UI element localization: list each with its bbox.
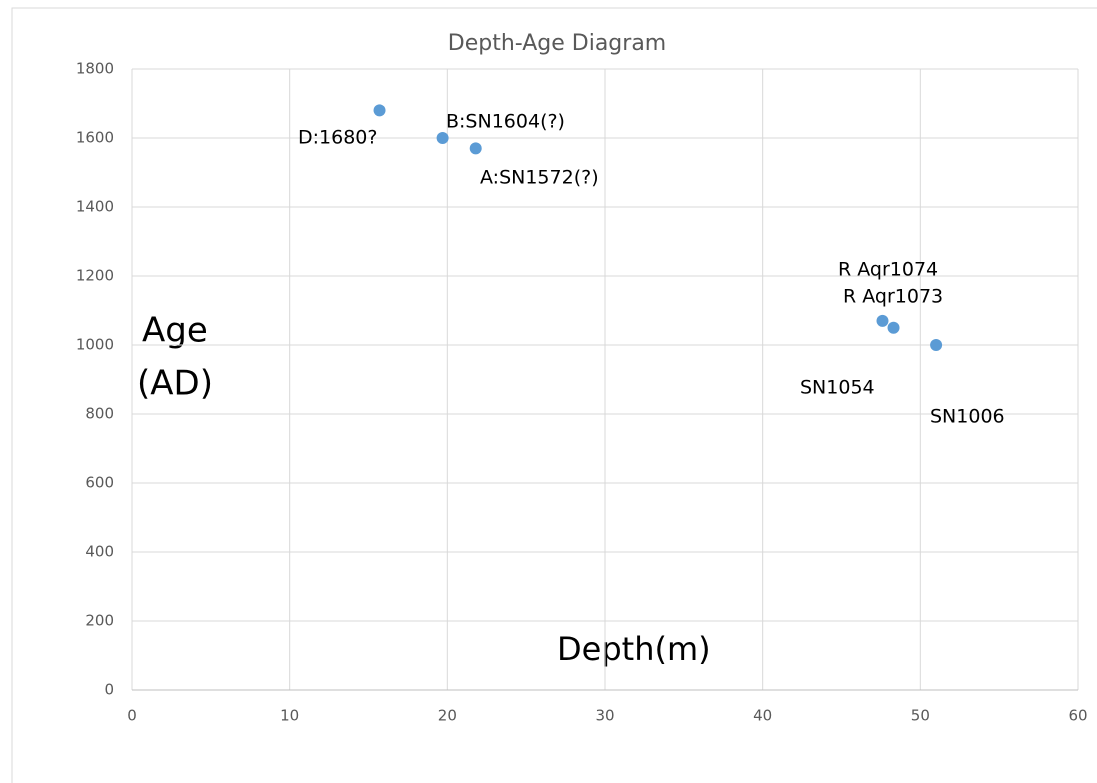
data-point	[930, 339, 943, 351]
annotation: D:1680?	[298, 127, 377, 149]
y-tick-label: 600	[85, 474, 114, 492]
y-tick-label: 800	[85, 405, 114, 423]
annotation: R Aqr1073	[843, 286, 943, 308]
x-tick-label: 60	[1068, 707, 1087, 725]
annotation: R Aqr1074	[838, 259, 938, 281]
annotation: B:SN1604(?)	[446, 111, 565, 133]
x-tick-label: 40	[753, 707, 772, 725]
data-point	[373, 104, 386, 117]
y-tick-label: 0	[104, 681, 114, 699]
chart-title: Depth-Age Diagram	[448, 31, 666, 56]
x-tick-label: 10	[280, 707, 299, 725]
y-tick-label: 1400	[76, 198, 114, 216]
data-point	[876, 314, 889, 327]
y-axis-label: Age	[142, 311, 208, 351]
annotation: SN1054	[800, 377, 875, 399]
x-axis-label: Depth(m)	[557, 630, 711, 668]
chart-border	[11, 7, 1097, 783]
data-point	[436, 132, 449, 144]
data-point	[469, 142, 482, 155]
data-point	[887, 321, 900, 334]
y-tick-label: 400	[85, 543, 114, 561]
x-tick-label: 0	[127, 707, 137, 725]
y-tick-label: 1000	[76, 336, 114, 354]
annotation: A:SN1572(?)	[480, 167, 599, 189]
y-tick-label: 1200	[76, 267, 114, 285]
y-axis-label: (AD)	[137, 364, 213, 404]
x-tick-label: 50	[911, 707, 930, 725]
y-tick-label: 1600	[76, 129, 114, 147]
x-tick-label: 30	[595, 707, 614, 725]
annotation: SN1006	[930, 406, 1005, 428]
x-tick-label: 20	[438, 707, 457, 725]
y-tick-label: 200	[85, 612, 114, 630]
y-tick-label: 1800	[76, 60, 114, 78]
